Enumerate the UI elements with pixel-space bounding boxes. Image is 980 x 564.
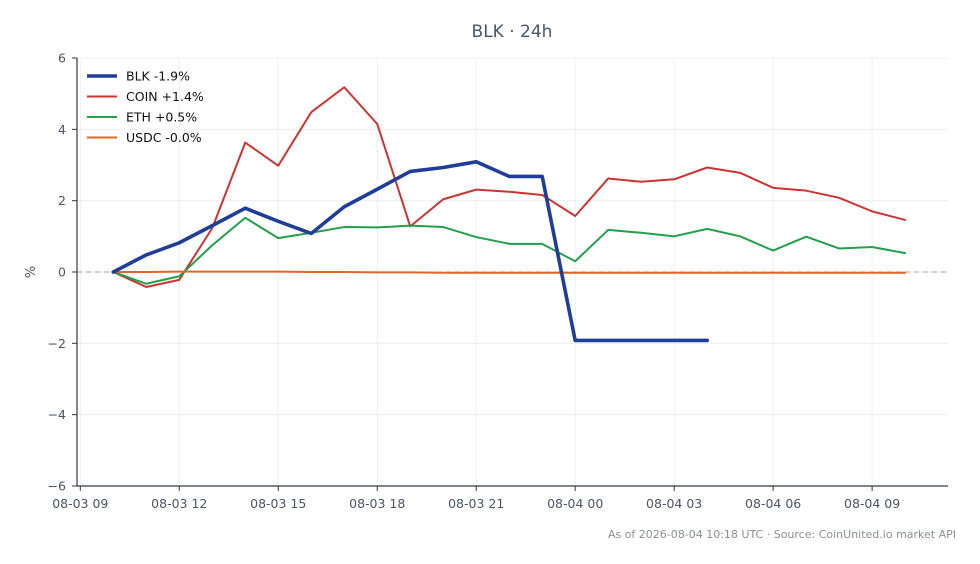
y-tick-label: 0 xyxy=(58,265,66,280)
y-tick-label: −6 xyxy=(48,479,66,494)
legend-label: USDC -0.0% xyxy=(126,130,202,145)
series-line-usdc xyxy=(112,270,907,274)
x-tick-label: 08-04 09 xyxy=(844,496,900,511)
y-tick-label: 2 xyxy=(58,193,66,208)
y-axis-label: % xyxy=(24,266,39,278)
x-tick-label: 08-04 03 xyxy=(646,496,702,511)
x-tick-label: 08-03 15 xyxy=(250,496,306,511)
y-tick-label: 6 xyxy=(58,51,66,66)
y-tick-labels: −6 −4 −2 0 2 4 6 xyxy=(48,51,77,494)
x-tick-label: 08-04 06 xyxy=(745,496,801,511)
legend-label: COIN +1.4% xyxy=(126,89,204,104)
series-line-coin xyxy=(112,86,907,288)
series-line-blk xyxy=(111,159,709,343)
x-tick-label: 08-04 00 xyxy=(547,496,603,511)
x-tick-label: 08-03 18 xyxy=(349,496,405,511)
x-tick-label: 08-03 12 xyxy=(151,496,207,511)
series-lines xyxy=(111,86,907,343)
x-tick-labels: 08-03 09 08-03 12 08-03 15 08-03 18 08-03 21… xyxy=(52,486,900,511)
y-tick-label: −2 xyxy=(48,336,66,351)
series-line-eth xyxy=(112,216,907,285)
y-tick-label: −4 xyxy=(48,407,66,422)
x-tick-label: 08-03 09 xyxy=(52,496,108,511)
x-tick-label: 08-03 21 xyxy=(448,496,504,511)
footer-source-note: As of 2026-08-04 10:18 UTC · Source: Coi… xyxy=(608,528,956,541)
y-tick-label: 4 xyxy=(58,122,66,137)
legend-label: BLK -1.9% xyxy=(126,69,190,84)
chart-title: BLK · 24h xyxy=(472,22,553,42)
legend-label: ETH +0.5% xyxy=(126,110,197,125)
legend: BLK -1.9% COIN +1.4% ETH +0.5% USDC -0.0% xyxy=(87,69,204,145)
